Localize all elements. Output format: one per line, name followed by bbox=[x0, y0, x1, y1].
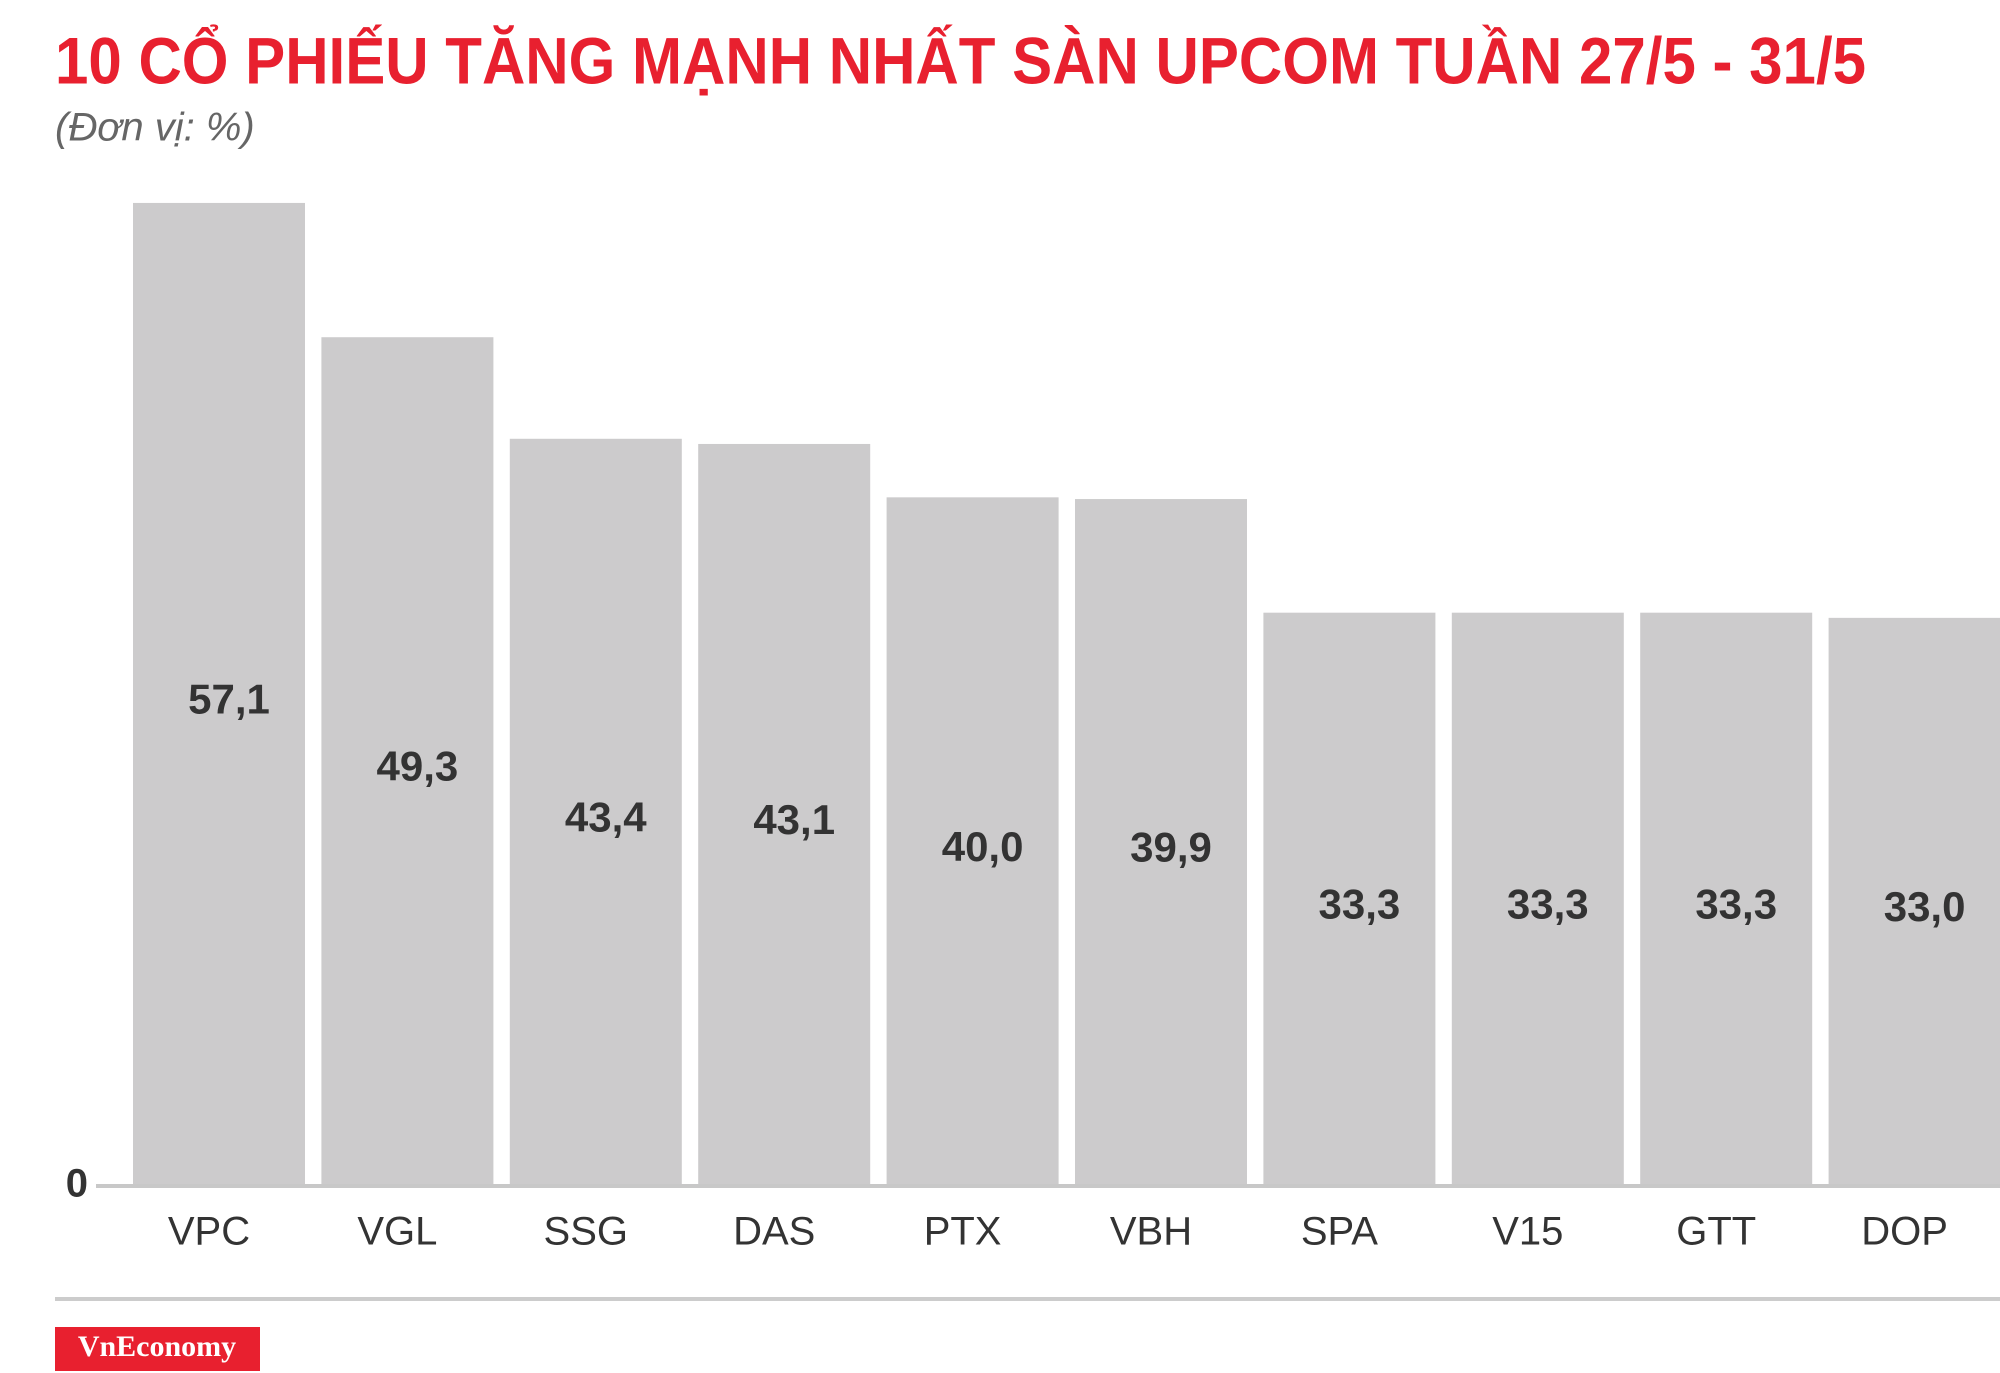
value-label: 33,3 bbox=[1695, 880, 1777, 927]
x-tick-label: DOP bbox=[1861, 1210, 1948, 1254]
bar bbox=[1828, 617, 2000, 1186]
chart-title: 10 CỔ PHIẾU TĂNG MẠNH NHẤT SÀN UPCOM TUẦ… bbox=[55, 23, 1866, 97]
bar bbox=[509, 438, 682, 1187]
x-tick-label: VBH bbox=[1110, 1210, 1192, 1254]
value-label: 40,0 bbox=[942, 823, 1024, 870]
value-label: 43,4 bbox=[565, 793, 647, 840]
x-tick-label: PTX bbox=[924, 1210, 1002, 1254]
x-tick-label: DAS bbox=[733, 1210, 815, 1254]
bar bbox=[1640, 612, 1813, 1186]
x-tick-label: SPA bbox=[1301, 1210, 1378, 1254]
x-tick-label: V15 bbox=[1492, 1210, 1563, 1254]
x-tick-label: VGL bbox=[357, 1210, 437, 1254]
x-tick-label: VPC bbox=[168, 1210, 250, 1254]
bar bbox=[321, 337, 494, 1186]
x-tick-label: GTT bbox=[1676, 1210, 1756, 1254]
value-label: 49,3 bbox=[377, 743, 459, 790]
value-label: 33,3 bbox=[1319, 880, 1401, 927]
bar bbox=[1451, 612, 1624, 1186]
bar bbox=[886, 497, 1059, 1186]
value-label: 43,1 bbox=[753, 796, 835, 843]
chart-subtitle: (Đơn vị: %) bbox=[55, 106, 255, 150]
bar bbox=[1263, 612, 1436, 1186]
value-label: 33,3 bbox=[1507, 880, 1589, 927]
value-label: 33,0 bbox=[1884, 883, 1966, 930]
value-label: 57,1 bbox=[188, 676, 270, 723]
x-tick-label: SSG bbox=[544, 1210, 628, 1254]
value-label: 39,9 bbox=[1130, 824, 1212, 871]
brand-logo bbox=[55, 1327, 260, 1371]
brand-name: VnEconomy bbox=[78, 1330, 236, 1363]
bar bbox=[133, 202, 305, 1186]
bar bbox=[1075, 499, 1247, 1186]
y-tick-label: 0 bbox=[66, 1162, 88, 1206]
bar bbox=[698, 443, 871, 1186]
